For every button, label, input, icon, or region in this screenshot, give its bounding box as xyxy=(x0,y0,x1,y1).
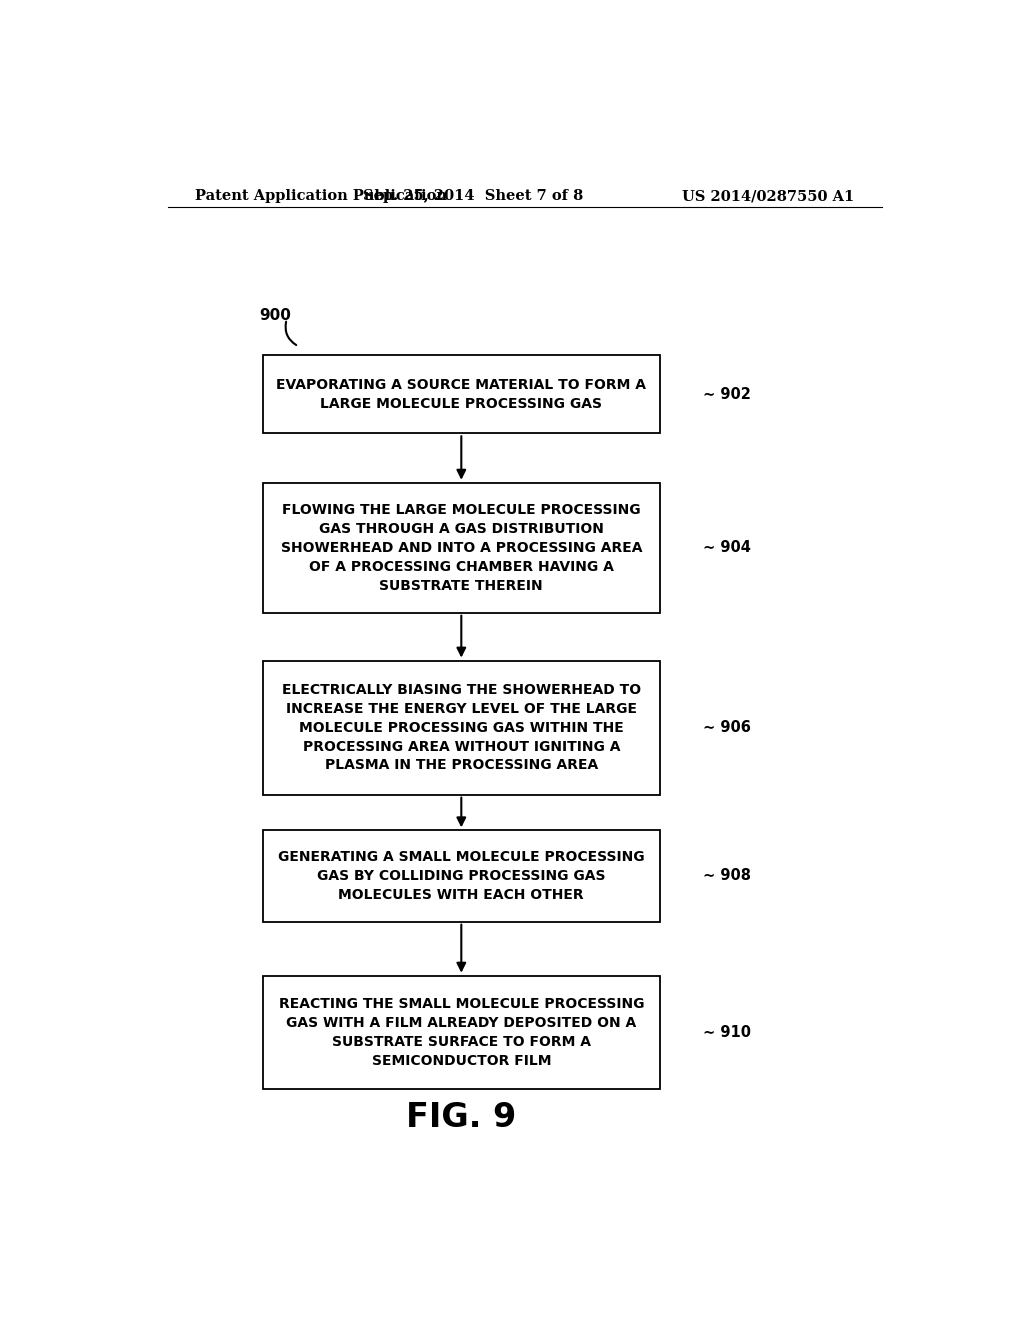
Text: ∼ 904: ∼ 904 xyxy=(703,540,752,556)
Text: REACTING THE SMALL MOLECULE PROCESSING
GAS WITH A FILM ALREADY DEPOSITED ON A
SU: REACTING THE SMALL MOLECULE PROCESSING G… xyxy=(279,997,644,1068)
Text: FLOWING THE LARGE MOLECULE PROCESSING
GAS THROUGH A GAS DISTRIBUTION
SHOWERHEAD : FLOWING THE LARGE MOLECULE PROCESSING GA… xyxy=(281,503,642,593)
Bar xyxy=(263,975,659,1089)
Text: Sep. 25, 2014  Sheet 7 of 8: Sep. 25, 2014 Sheet 7 of 8 xyxy=(364,189,584,203)
Bar xyxy=(263,660,659,795)
Text: US 2014/0287550 A1: US 2014/0287550 A1 xyxy=(682,189,854,203)
Text: 900: 900 xyxy=(259,309,291,323)
Text: ∼ 910: ∼ 910 xyxy=(703,1026,752,1040)
Text: GENERATING A SMALL MOLECULE PROCESSING
GAS BY COLLIDING PROCESSING GAS
MOLECULES: GENERATING A SMALL MOLECULE PROCESSING G… xyxy=(278,850,645,902)
Bar xyxy=(263,355,659,433)
Text: ∼ 906: ∼ 906 xyxy=(703,721,752,735)
Text: ∼ 908: ∼ 908 xyxy=(703,869,752,883)
Text: FIG. 9: FIG. 9 xyxy=(407,1101,516,1134)
Text: ∼ 902: ∼ 902 xyxy=(703,387,752,401)
Bar xyxy=(263,483,659,612)
Text: Patent Application Publication: Patent Application Publication xyxy=(196,189,447,203)
Text: ELECTRICALLY BIASING THE SHOWERHEAD TO
INCREASE THE ENERGY LEVEL OF THE LARGE
MO: ELECTRICALLY BIASING THE SHOWERHEAD TO I… xyxy=(282,682,641,772)
Bar xyxy=(263,830,659,921)
Text: EVAPORATING A SOURCE MATERIAL TO FORM A
LARGE MOLECULE PROCESSING GAS: EVAPORATING A SOURCE MATERIAL TO FORM A … xyxy=(276,378,646,411)
